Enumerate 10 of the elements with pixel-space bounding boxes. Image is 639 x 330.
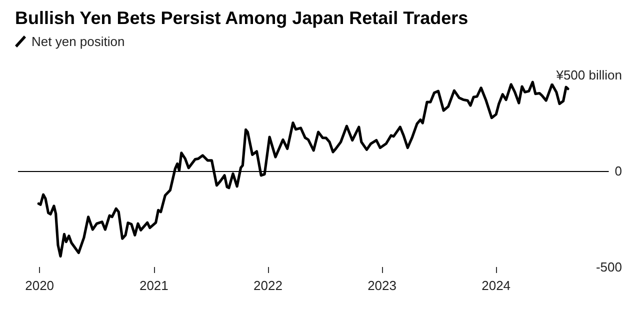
x-tick-label: 2020	[25, 278, 54, 293]
x-tick-label: 2024	[482, 278, 511, 293]
y-tick-label: 0	[614, 164, 622, 178]
y-tick-label: ¥500 billion	[555, 68, 622, 82]
x-tick-label: 2023	[368, 278, 396, 293]
x-tick-label: 2021	[139, 278, 168, 293]
chart-title: Bullish Yen Bets Persist Among Japan Retail Traders	[15, 8, 468, 28]
legend-label: Net yen position	[32, 34, 125, 49]
y-tick-label: -500	[596, 260, 622, 274]
x-tick-label: 2022	[254, 278, 282, 293]
